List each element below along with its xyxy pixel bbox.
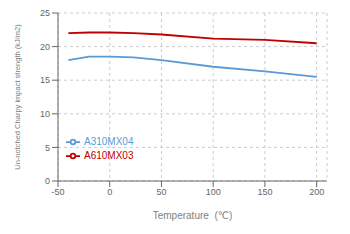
svg-text:15: 15 bbox=[40, 75, 50, 85]
svg-text:0: 0 bbox=[45, 176, 50, 186]
svg-text:200: 200 bbox=[309, 187, 324, 197]
svg-text:25: 25 bbox=[40, 8, 50, 18]
svg-text:0: 0 bbox=[107, 187, 112, 197]
svg-text:5: 5 bbox=[45, 143, 50, 153]
svg-text:100: 100 bbox=[206, 187, 221, 197]
html-text:A610MX03: A610MX03 bbox=[84, 149, 134, 161]
svg-text:Un-notched Charpy impact stren: Un-notched Charpy impact strength (kJ/m2… bbox=[13, 24, 22, 170]
svg-text:Temperature (℃): Temperature (℃) bbox=[153, 210, 233, 221]
svg-text:150: 150 bbox=[257, 187, 272, 197]
html-text:A310MX04: A310MX04 bbox=[84, 135, 134, 147]
svg-text:20: 20 bbox=[40, 42, 50, 52]
svg-text:50: 50 bbox=[156, 187, 166, 197]
svg-text:-50: -50 bbox=[51, 187, 64, 197]
svg-text:10: 10 bbox=[40, 109, 50, 119]
